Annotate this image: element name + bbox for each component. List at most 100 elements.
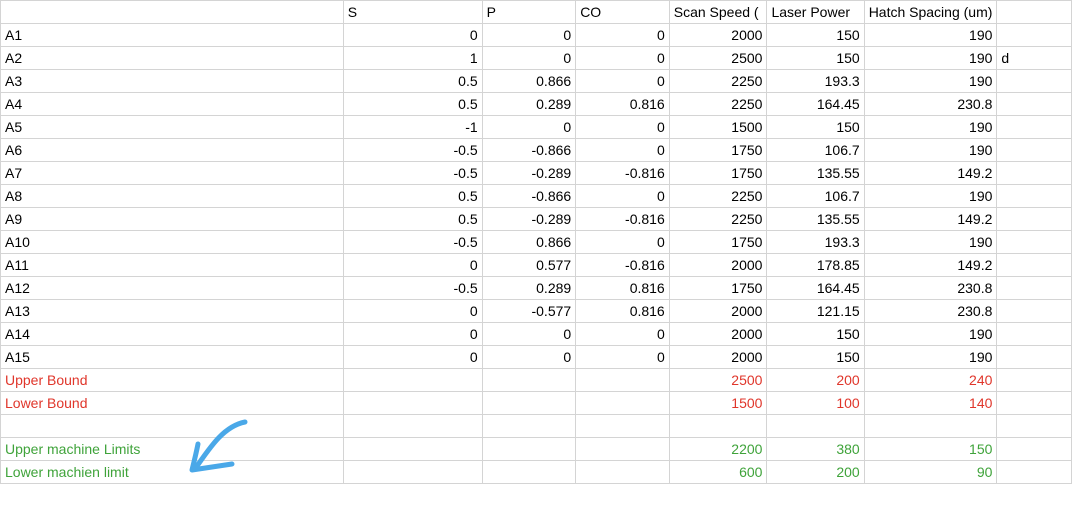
cell-hatch-spacing[interactable]: 230.8 xyxy=(863,299,998,323)
cell-laser-power[interactable]: 150 xyxy=(766,115,865,139)
cell-co[interactable]: 0 xyxy=(575,138,670,162)
cell-row-label[interactable]: A13 xyxy=(0,299,344,323)
cell-extra[interactable] xyxy=(996,253,1072,277)
cell-hatch-spacing[interactable]: 190 xyxy=(863,69,998,93)
cell-s[interactable]: 1 xyxy=(342,46,483,70)
cell-scan-speed[interactable]: 2500 xyxy=(668,46,768,70)
cell-laser-power[interactable]: 135.55 xyxy=(766,207,865,231)
column-header-s[interactable]: S xyxy=(342,0,483,24)
cell-scan-speed[interactable]: 2000 xyxy=(668,253,768,277)
cell-extra[interactable] xyxy=(996,437,1072,461)
cell-extra[interactable] xyxy=(996,207,1072,231)
cell-s[interactable]: 0.5 xyxy=(342,92,483,116)
cell-hatch-spacing[interactable]: 190 xyxy=(863,322,998,346)
cell-extra[interactable] xyxy=(996,414,1072,438)
cell-extra[interactable] xyxy=(996,345,1072,369)
cell-s[interactable]: 0 xyxy=(342,322,483,346)
cell-s[interactable]: -0.5 xyxy=(342,230,483,254)
cell-p[interactable]: 0.577 xyxy=(481,253,577,277)
cell-laser-power[interactable]: 200 xyxy=(766,460,865,484)
cell-p[interactable] xyxy=(481,391,577,415)
cell-s[interactable]: 0.5 xyxy=(342,69,483,93)
cell-p[interactable] xyxy=(481,437,577,461)
cell-p[interactable]: -0.866 xyxy=(481,184,577,208)
cell-s[interactable]: 0 xyxy=(342,23,483,47)
cell-p[interactable]: 0 xyxy=(481,322,577,346)
cell-row-label[interactable]: A12 xyxy=(0,276,344,300)
column-header-row-label[interactable] xyxy=(0,0,344,24)
cell-co[interactable]: 0 xyxy=(575,230,670,254)
cell-extra[interactable] xyxy=(996,184,1072,208)
cell-co[interactable]: 0 xyxy=(575,322,670,346)
cell-laser-power[interactable]: 380 xyxy=(766,437,865,461)
cell-laser-power[interactable]: 135.55 xyxy=(766,161,865,185)
cell-p[interactable]: 0 xyxy=(481,46,577,70)
cell-extra[interactable]: d xyxy=(996,46,1072,70)
cell-co[interactable]: 0.816 xyxy=(575,276,670,300)
cell-laser-power[interactable]: 164.45 xyxy=(766,276,865,300)
cell-scan-speed[interactable]: 2200 xyxy=(668,437,768,461)
cell-row-label[interactable]: A6 xyxy=(0,138,344,162)
cell-row-label[interactable] xyxy=(0,414,344,438)
cell-scan-speed[interactable]: 1750 xyxy=(668,138,768,162)
cell-row-label[interactable]: Lower Bound xyxy=(0,391,344,415)
cell-hatch-spacing[interactable]: 190 xyxy=(863,345,998,369)
cell-laser-power[interactable]: 150 xyxy=(766,322,865,346)
cell-laser-power[interactable]: 193.3 xyxy=(766,69,865,93)
cell-p[interactable]: 0 xyxy=(481,23,577,47)
cell-hatch-spacing[interactable]: 190 xyxy=(863,184,998,208)
cell-scan-speed[interactable]: 2000 xyxy=(668,23,768,47)
cell-laser-power[interactable]: 193.3 xyxy=(766,230,865,254)
cell-co[interactable] xyxy=(575,460,670,484)
cell-co[interactable]: 0 xyxy=(575,115,670,139)
cell-laser-power[interactable]: 150 xyxy=(766,23,865,47)
cell-extra[interactable] xyxy=(996,276,1072,300)
cell-s[interactable] xyxy=(342,460,483,484)
cell-extra[interactable] xyxy=(996,69,1072,93)
cell-hatch-spacing[interactable]: 190 xyxy=(863,23,998,47)
cell-p[interactable]: 0.866 xyxy=(481,69,577,93)
cell-s[interactable]: -0.5 xyxy=(342,161,483,185)
cell-extra[interactable] xyxy=(996,92,1072,116)
cell-hatch-spacing[interactable]: 140 xyxy=(863,391,998,415)
cell-s[interactable]: -0.5 xyxy=(342,138,483,162)
cell-laser-power[interactable] xyxy=(766,414,865,438)
cell-row-label[interactable]: A5 xyxy=(0,115,344,139)
cell-p[interactable]: -0.289 xyxy=(481,161,577,185)
cell-s[interactable]: 0 xyxy=(342,253,483,277)
cell-hatch-spacing[interactable]: 149.2 xyxy=(863,161,998,185)
cell-s[interactable]: -0.5 xyxy=(342,276,483,300)
cell-row-label[interactable]: A15 xyxy=(0,345,344,369)
cell-extra[interactable] xyxy=(996,460,1072,484)
cell-co[interactable]: 0.816 xyxy=(575,299,670,323)
cell-hatch-spacing[interactable]: 240 xyxy=(863,368,998,392)
cell-hatch-spacing[interactable] xyxy=(863,414,998,438)
cell-extra[interactable] xyxy=(996,161,1072,185)
cell-s[interactable]: 0 xyxy=(342,345,483,369)
cell-row-label[interactable]: Upper Bound xyxy=(0,368,344,392)
cell-co[interactable] xyxy=(575,437,670,461)
cell-row-label[interactable]: A7 xyxy=(0,161,344,185)
column-header-co[interactable]: CO xyxy=(575,0,670,24)
cell-scan-speed[interactable]: 2250 xyxy=(668,207,768,231)
cell-scan-speed[interactable]: 1500 xyxy=(668,115,768,139)
cell-p[interactable] xyxy=(481,368,577,392)
cell-co[interactable]: 0 xyxy=(575,184,670,208)
cell-laser-power[interactable]: 150 xyxy=(766,345,865,369)
cell-row-label[interactable]: A11 xyxy=(0,253,344,277)
cell-co[interactable]: 0 xyxy=(575,69,670,93)
cell-scan-speed[interactable]: 600 xyxy=(668,460,768,484)
cell-hatch-spacing[interactable]: 150 xyxy=(863,437,998,461)
column-header-extra[interactable] xyxy=(996,0,1072,24)
cell-laser-power[interactable]: 200 xyxy=(766,368,865,392)
cell-scan-speed[interactable] xyxy=(668,414,768,438)
cell-p[interactable]: 0 xyxy=(481,345,577,369)
cell-scan-speed[interactable]: 2500 xyxy=(668,368,768,392)
cell-s[interactable] xyxy=(342,368,483,392)
cell-hatch-spacing[interactable]: 90 xyxy=(863,460,998,484)
cell-co[interactable]: 0 xyxy=(575,23,670,47)
cell-scan-speed[interactable]: 1750 xyxy=(668,161,768,185)
cell-hatch-spacing[interactable]: 190 xyxy=(863,138,998,162)
cell-row-label[interactable]: Lower machien limit xyxy=(0,460,344,484)
cell-scan-speed[interactable]: 1750 xyxy=(668,276,768,300)
